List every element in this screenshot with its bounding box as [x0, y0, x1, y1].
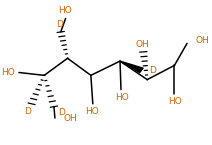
- Polygon shape: [120, 61, 143, 72]
- Text: D: D: [58, 108, 65, 117]
- Text: HO: HO: [169, 97, 182, 106]
- Text: OH: OH: [196, 36, 209, 45]
- Text: OH: OH: [64, 114, 77, 123]
- Text: D: D: [56, 20, 63, 29]
- Text: HO: HO: [58, 6, 71, 15]
- Text: OH: OH: [135, 40, 149, 49]
- Text: D: D: [24, 107, 31, 116]
- Text: HO: HO: [115, 93, 129, 102]
- Text: HO: HO: [1, 68, 15, 77]
- Text: HO: HO: [85, 107, 99, 116]
- Text: D: D: [149, 66, 156, 75]
